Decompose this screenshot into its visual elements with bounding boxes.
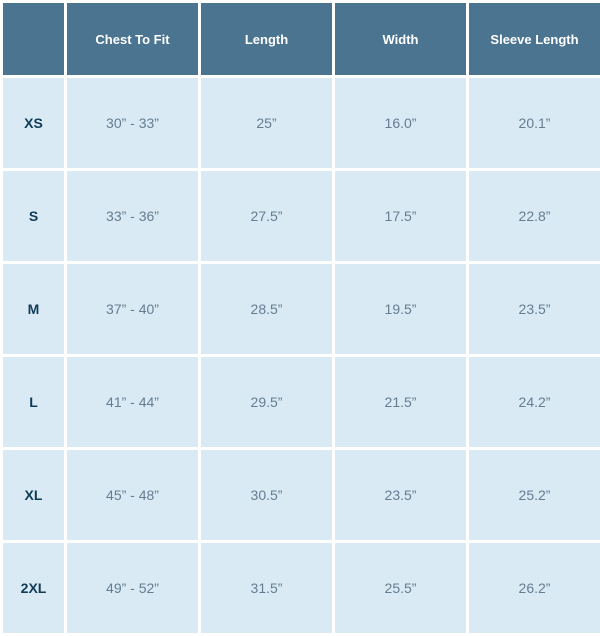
size-label: XL: [2, 449, 66, 542]
cell: 20.1”: [468, 77, 600, 170]
table-row: XS 30” - 33” 25” 16.0” 20.1”: [2, 77, 600, 170]
cell: 49” - 52”: [66, 542, 200, 635]
cell: 29.5”: [200, 356, 334, 449]
size-chart-table: Chest To Fit Length Width Sleeve Length …: [0, 0, 600, 598]
cell: 19.5”: [334, 263, 468, 356]
cell: 21.5”: [334, 356, 468, 449]
size-label: M: [2, 263, 66, 356]
cell: 30.5”: [200, 449, 334, 542]
cell: 16.0”: [334, 77, 468, 170]
cell: 31.5”: [200, 542, 334, 635]
cell: 25”: [200, 77, 334, 170]
cell: 24.2”: [468, 356, 600, 449]
size-label: 2XL: [2, 542, 66, 635]
header-length: Length: [200, 2, 334, 77]
table-row: L 41” - 44” 29.5” 21.5” 24.2”: [2, 356, 600, 449]
header-blank: [2, 2, 66, 77]
header-row: Chest To Fit Length Width Sleeve Length: [2, 2, 600, 77]
cell: 26.2”: [468, 542, 600, 635]
size-table: Chest To Fit Length Width Sleeve Length …: [0, 0, 600, 636]
cell: 27.5”: [200, 170, 334, 263]
table-row: 2XL 49” - 52” 31.5” 25.5” 26.2”: [2, 542, 600, 635]
table-row: S 33” - 36” 27.5” 17.5” 22.8”: [2, 170, 600, 263]
cell: 23.5”: [334, 449, 468, 542]
size-label: XS: [2, 77, 66, 170]
header-chest: Chest To Fit: [66, 2, 200, 77]
header-sleeve: Sleeve Length: [468, 2, 600, 77]
cell: 28.5”: [200, 263, 334, 356]
cell: 30” - 33”: [66, 77, 200, 170]
cell: 37” - 40”: [66, 263, 200, 356]
cell: 22.8”: [468, 170, 600, 263]
cell: 17.5”: [334, 170, 468, 263]
cell: 45” - 48”: [66, 449, 200, 542]
cell: 41” - 44”: [66, 356, 200, 449]
table-row: XL 45” - 48” 30.5” 23.5” 25.2”: [2, 449, 600, 542]
cell: 23.5”: [468, 263, 600, 356]
cell: 25.2”: [468, 449, 600, 542]
table-row: M 37” - 40” 28.5” 19.5” 23.5”: [2, 263, 600, 356]
header-width: Width: [334, 2, 468, 77]
cell: 33” - 36”: [66, 170, 200, 263]
size-label: L: [2, 356, 66, 449]
size-label: S: [2, 170, 66, 263]
cell: 25.5”: [334, 542, 468, 635]
